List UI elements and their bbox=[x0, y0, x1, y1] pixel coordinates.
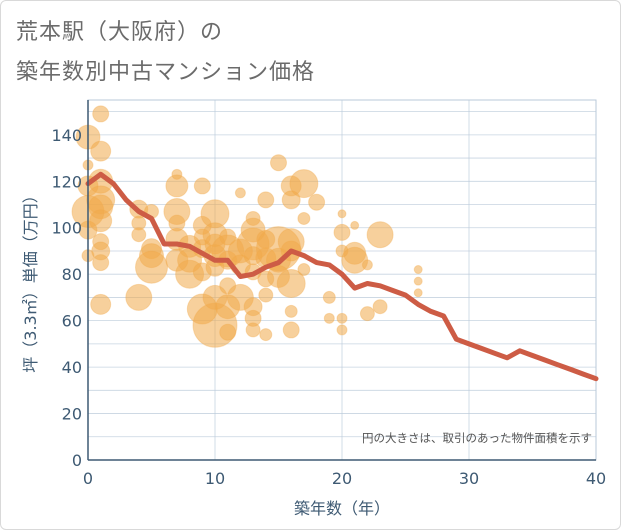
data-bubble bbox=[135, 250, 168, 284]
x-axis-label: 築年数（年） bbox=[294, 499, 390, 518]
bubble-size-note: 円の大きさは、取引のあった物件面積を示す bbox=[362, 431, 592, 445]
data-bubble bbox=[92, 105, 110, 123]
data-bubble bbox=[297, 211, 311, 225]
data-bubble bbox=[413, 265, 423, 275]
data-bubble bbox=[282, 321, 300, 339]
data-bubble bbox=[350, 220, 360, 230]
data-bubble bbox=[245, 322, 261, 338]
data-bubble bbox=[341, 246, 369, 274]
data-bubble bbox=[165, 174, 189, 198]
data-bubble bbox=[336, 324, 348, 336]
data-bubble bbox=[89, 209, 113, 233]
y-tick-label: 40 bbox=[62, 358, 82, 377]
data-bubble bbox=[372, 299, 388, 315]
data-bubble bbox=[219, 323, 237, 341]
x-tick-label: 20 bbox=[332, 469, 352, 488]
data-bubble bbox=[193, 177, 211, 195]
data-bubble bbox=[333, 223, 351, 241]
data-bubble bbox=[90, 293, 112, 315]
y-tick-label: 80 bbox=[62, 265, 82, 284]
data-bubble bbox=[284, 304, 298, 318]
y-tick-label: 140 bbox=[51, 126, 82, 145]
data-bubble bbox=[289, 169, 319, 199]
data-bubble bbox=[337, 209, 347, 219]
data-bubble bbox=[308, 193, 326, 211]
x-tick-label: 40 bbox=[586, 469, 606, 488]
chart-title-line-1: 荒本駅（大阪府）の bbox=[16, 20, 224, 45]
data-bubble bbox=[131, 227, 147, 243]
axes: 0 20 40 60 80 100 120 140 0 10 20 30 40 bbox=[51, 100, 606, 488]
x-tick-label: 0 bbox=[83, 469, 93, 488]
data-bubble bbox=[276, 268, 306, 298]
data-bubble bbox=[323, 312, 335, 324]
data-bubble bbox=[270, 154, 287, 172]
data-bubble bbox=[257, 191, 275, 209]
data-bubble bbox=[125, 283, 153, 311]
y-tick-label: 120 bbox=[51, 172, 82, 191]
data-bubble bbox=[92, 254, 110, 272]
data-bubble bbox=[366, 221, 394, 249]
grid bbox=[87, 99, 597, 461]
trend-line-layer bbox=[85, 171, 599, 382]
data-bubble bbox=[413, 276, 423, 286]
y-tick-label: 20 bbox=[62, 405, 82, 424]
y-tick-label: 100 bbox=[51, 219, 82, 238]
data-bubble bbox=[361, 259, 373, 271]
y-tick-label: 0 bbox=[72, 451, 82, 470]
x-tick-label: 10 bbox=[205, 469, 225, 488]
data-bubble bbox=[281, 190, 301, 210]
chart-title-line-2: 築年数別中古マンション価格 bbox=[16, 60, 316, 85]
y-axis-label: 坪（3.3㎡）単価（万円） bbox=[21, 187, 40, 372]
bubble-series bbox=[71, 105, 423, 348]
data-bubble bbox=[90, 140, 112, 162]
y-tick-label: 60 bbox=[62, 312, 82, 331]
data-bubble bbox=[258, 287, 274, 303]
x-tick-label: 30 bbox=[459, 469, 479, 488]
data-bubble bbox=[359, 306, 375, 322]
data-bubble bbox=[336, 312, 348, 324]
data-bubble bbox=[234, 187, 246, 199]
data-bubble bbox=[259, 328, 273, 342]
data-bubble bbox=[322, 290, 336, 304]
data-bubble bbox=[413, 288, 423, 298]
data-bubble bbox=[297, 263, 311, 277]
trend-line bbox=[85, 171, 599, 382]
